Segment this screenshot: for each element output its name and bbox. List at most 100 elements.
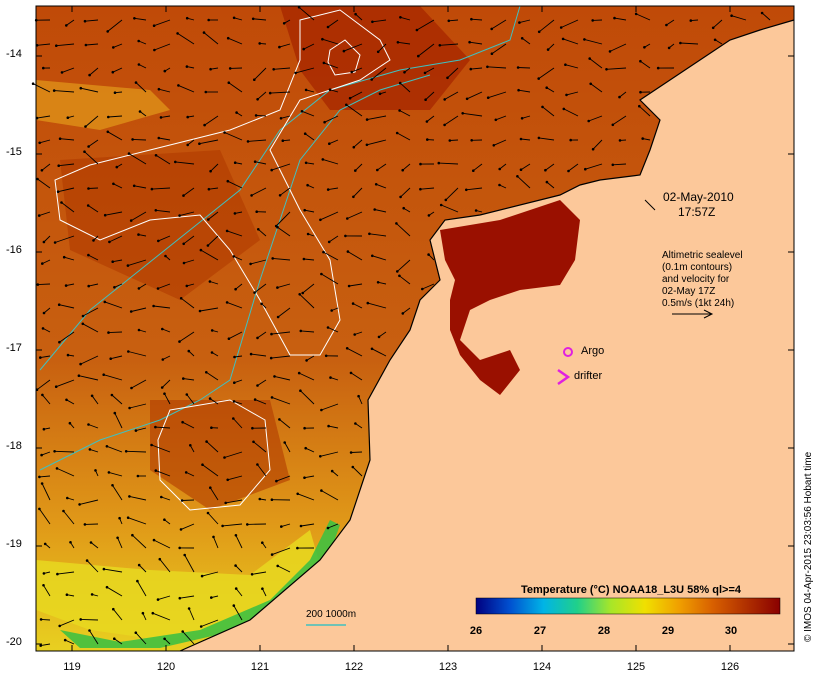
velocity-arrow — [227, 180, 243, 189]
velocity-arrow — [54, 90, 75, 93]
velocity-arrow — [297, 493, 315, 501]
velocity-arrow — [180, 523, 195, 530]
velocity-arrowhead — [163, 637, 166, 641]
velocity-arrow — [226, 230, 243, 237]
velocity-arrow — [518, 67, 531, 69]
velocity-arrowhead — [324, 354, 328, 358]
velocity-arrowhead — [137, 563, 141, 567]
velocity-arrow — [376, 183, 387, 189]
velocity-arrowhead — [486, 96, 490, 99]
velocity-arrowhead — [107, 331, 110, 334]
velocity-arrowhead — [107, 115, 110, 119]
velocity-arrowhead — [221, 524, 224, 528]
velocity-arrowhead — [223, 131, 226, 134]
velocity-arrow — [351, 67, 363, 73]
velocity-arrowhead — [64, 284, 68, 287]
velocity-arrow — [306, 162, 315, 165]
velocity-arrow — [88, 187, 99, 189]
velocity-arrow — [469, 41, 483, 45]
velocity-arrowhead — [223, 456, 226, 459]
velocity-arrowhead — [111, 70, 115, 74]
velocity-arrowhead — [306, 183, 309, 187]
velocity-arrowhead — [270, 168, 274, 172]
velocity-arrow — [201, 571, 219, 577]
velocity-arrowhead — [178, 546, 181, 550]
velocity-arrow — [108, 331, 123, 334]
velocity-arrow — [712, 19, 723, 29]
velocity-arrow — [253, 441, 267, 453]
velocity-arrowhead — [256, 336, 259, 340]
velocity-arrowhead — [299, 329, 303, 333]
velocity-arrowhead — [437, 161, 441, 165]
axis-ticks — [36, 6, 794, 651]
velocity-arrow — [209, 398, 219, 405]
velocity-arrow — [39, 475, 51, 478]
velocity-arrowhead — [399, 15, 402, 19]
velocity-arrow — [495, 115, 507, 121]
velocity-arrow — [159, 558, 171, 573]
velocity-arrow — [201, 619, 219, 627]
velocity-arrowhead — [303, 476, 306, 480]
velocity-arrowhead — [301, 291, 305, 295]
velocity-arrowhead — [643, 46, 646, 49]
velocity-arrowhead — [90, 593, 94, 596]
velocity-arrowhead — [498, 167, 502, 171]
velocity-arrowhead — [589, 82, 592, 86]
velocity-arrow — [235, 588, 243, 597]
velocity-arrowhead — [157, 239, 160, 243]
velocity-arrowhead — [156, 598, 160, 601]
velocity-arrowhead — [111, 484, 114, 487]
velocity-arrowhead — [163, 69, 167, 73]
velocity-arrow — [367, 302, 387, 309]
velocity-arrow — [84, 151, 99, 165]
velocity-arrowhead — [102, 567, 106, 571]
x-tick-label: 124 — [532, 661, 552, 673]
velocity-arrowhead — [62, 509, 65, 513]
velocity-arrowhead — [520, 37, 524, 40]
velocity-arrowhead — [368, 232, 371, 236]
velocity-arrow — [329, 139, 339, 145]
velocity-arrow — [183, 378, 195, 381]
velocity-arrowhead — [270, 396, 274, 399]
velocity-arrowhead — [303, 132, 307, 135]
velocity-arrowhead — [634, 12, 638, 16]
velocity-arrow — [257, 331, 267, 339]
velocity-arrowhead — [276, 564, 280, 568]
velocity-arrow — [104, 301, 123, 309]
velocity-arrowhead — [40, 482, 44, 485]
velocity-arrow — [619, 91, 627, 98]
velocity-arrowhead — [66, 353, 70, 357]
velocity-arrow — [43, 307, 51, 314]
velocity-arrowhead — [618, 139, 622, 142]
velocity-arrowhead — [128, 495, 131, 498]
legend-line: and velocity for — [662, 274, 730, 285]
velocity-arrow — [233, 605, 243, 621]
velocity-arrow — [303, 258, 315, 261]
bathymetry-contour — [39, 74, 431, 471]
velocity-arrow — [178, 84, 195, 93]
velocity-arrowhead — [326, 326, 330, 329]
x-tick-label: 122 — [344, 661, 364, 673]
velocity-arrow — [138, 64, 147, 69]
velocity-arrow — [589, 58, 603, 69]
velocity-arrow — [521, 37, 531, 45]
velocity-arrow — [491, 19, 507, 30]
velocity-arrow — [538, 67, 555, 79]
velocity-arrowhead — [79, 86, 83, 90]
velocity-arrow — [235, 565, 243, 573]
velocity-arrow — [327, 523, 339, 529]
velocity-arrowhead — [81, 314, 85, 318]
velocity-arrowhead — [174, 160, 177, 164]
velocity-arrowhead — [105, 445, 109, 448]
velocity-arrowhead — [198, 309, 202, 313]
velocity-arrow — [295, 67, 315, 74]
velocity-arrowhead — [246, 523, 249, 526]
velocity-arrow — [183, 235, 195, 245]
velocity-arrowhead — [127, 152, 131, 155]
velocity-arrowhead — [352, 145, 356, 149]
velocity-arrow — [66, 283, 75, 287]
velocity-arrowhead — [141, 611, 145, 615]
velocity-arrowhead — [106, 130, 110, 134]
velocity-arrowhead — [246, 140, 250, 143]
velocity-arrow — [371, 348, 387, 357]
